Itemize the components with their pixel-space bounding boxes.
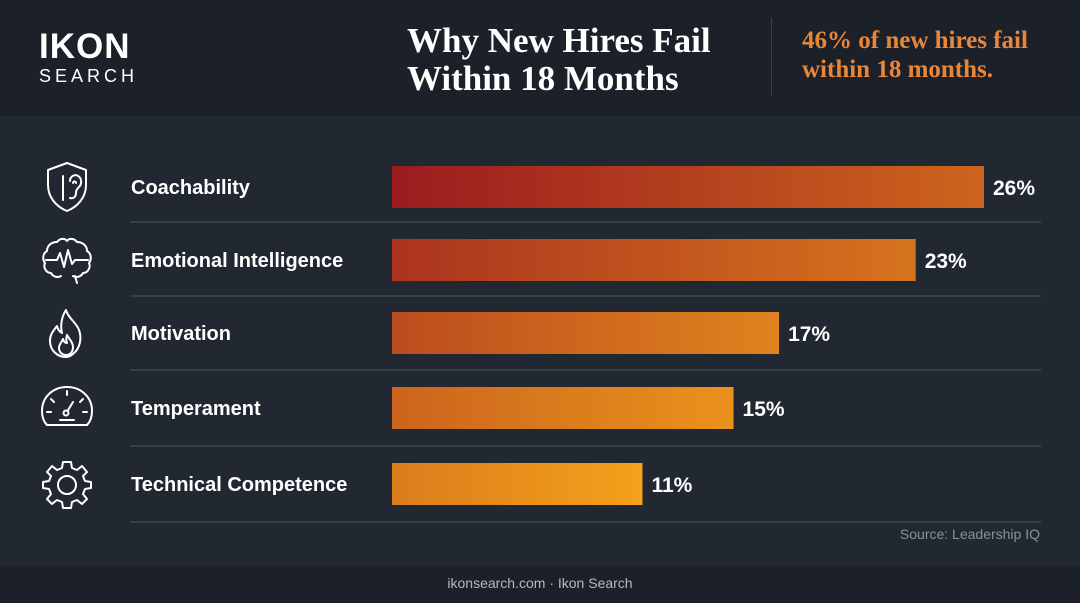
bar [392, 463, 643, 505]
chart-title-line2: Within 18 Months [407, 59, 679, 98]
bar [392, 239, 916, 281]
category-label: Coachability [131, 177, 251, 199]
logo-name: IKON [39, 27, 131, 66]
logo-tagline: SEARCH [39, 66, 139, 86]
value-label: 26% [993, 177, 1035, 200]
footer: ikonsearch.com · Ikon Search [0, 566, 1080, 603]
brain-icon [39, 232, 95, 288]
header: IKON SEARCH Why New Hires Fail Within 18… [0, 0, 1080, 116]
header-divider [771, 18, 772, 96]
gear-icon [39, 457, 95, 513]
headline-stat: 46% of new hires fail within 18 months. [802, 26, 1072, 84]
value-label: 17% [788, 323, 830, 346]
category-label: Temperament [131, 398, 261, 420]
value-label: 15% [743, 398, 785, 421]
category-label: Motivation [131, 323, 231, 345]
value-label: 23% [925, 250, 967, 273]
flame-icon [39, 305, 95, 361]
category-label: Emotional Intelligence [131, 250, 343, 272]
footer-text: ikonsearch.com · Ikon Search [447, 575, 633, 591]
bar [392, 387, 734, 429]
headline-line2: within 18 months. [802, 56, 994, 83]
logo: IKON SEARCH [39, 27, 139, 87]
source-note: Source: Leadership IQ [899, 526, 1040, 542]
chart-title-line1: Why New Hires Fail [407, 21, 711, 60]
bar [392, 312, 780, 354]
chart-title: Why New Hires Fail Within 18 Months [407, 22, 757, 98]
value-label: 11% [651, 474, 692, 497]
headline-line1: 46% of new hires fail [802, 27, 1028, 54]
gauge-icon [39, 381, 95, 437]
bar [392, 166, 984, 208]
category-label: Technical Competence [131, 474, 347, 496]
shield-ear-icon [39, 159, 95, 215]
